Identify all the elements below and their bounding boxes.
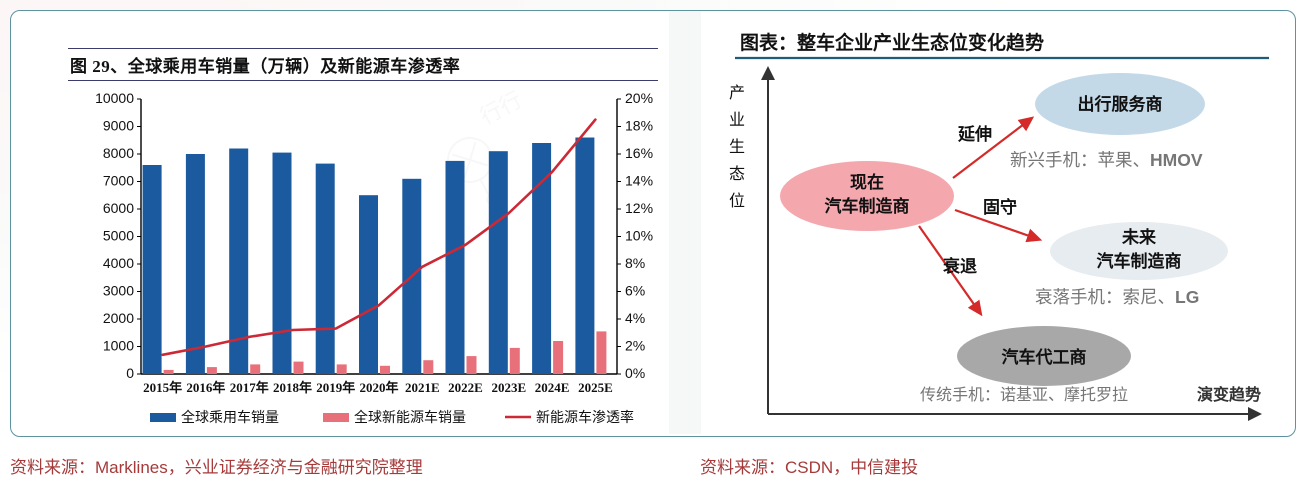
svg-text:2022E: 2022E bbox=[448, 380, 483, 395]
svg-text:20%: 20% bbox=[625, 90, 653, 106]
svg-text:18%: 18% bbox=[625, 118, 653, 134]
svg-text:出行服务商: 出行服务商 bbox=[1078, 94, 1163, 114]
svg-text:全球乘用车销量: 全球乘用车销量 bbox=[181, 409, 279, 426]
svg-text:衰退: 衰退 bbox=[942, 256, 977, 276]
svg-text:3000: 3000 bbox=[103, 283, 134, 299]
svg-text:16%: 16% bbox=[625, 145, 653, 161]
svg-text:2025E: 2025E bbox=[578, 380, 613, 395]
svg-text:汽车制造商: 汽车制造商 bbox=[1097, 251, 1182, 271]
svg-text:10%: 10% bbox=[625, 228, 653, 244]
svg-text:新能源车渗透率: 新能源车渗透率 bbox=[536, 409, 634, 426]
svg-text:2019年: 2019年 bbox=[316, 380, 355, 395]
svg-text:12%: 12% bbox=[625, 200, 653, 216]
svg-text:10000: 10000 bbox=[95, 90, 134, 106]
svg-text:9000: 9000 bbox=[103, 118, 134, 134]
svg-text:业: 业 bbox=[729, 111, 745, 129]
svg-text:5000: 5000 bbox=[103, 228, 134, 244]
svg-text:2000: 2000 bbox=[103, 310, 134, 326]
svg-text:生: 生 bbox=[729, 138, 745, 156]
svg-text:新兴手机：苹果、HMOV: 新兴手机：苹果、HMOV bbox=[1010, 150, 1203, 170]
svg-text:全球新能源车销量: 全球新能源车销量 bbox=[354, 409, 466, 426]
svg-text:位: 位 bbox=[729, 192, 745, 210]
svg-text:6%: 6% bbox=[625, 283, 645, 299]
svg-text:传统手机：诺基亚、摩托罗拉: 传统手机：诺基亚、摩托罗拉 bbox=[920, 386, 1128, 404]
svg-text:汽车代工商: 汽车代工商 bbox=[1002, 347, 1087, 367]
svg-text:产: 产 bbox=[729, 84, 745, 102]
svg-text:6000: 6000 bbox=[103, 200, 134, 216]
svg-text:未来: 未来 bbox=[1121, 227, 1157, 247]
svg-text:延伸: 延伸 bbox=[957, 124, 992, 144]
svg-text:汽车制造商: 汽车制造商 bbox=[825, 196, 910, 216]
svg-text:2021E: 2021E bbox=[405, 380, 440, 395]
svg-text:行行: 行行 bbox=[476, 87, 527, 130]
svg-text:0: 0 bbox=[126, 365, 134, 381]
svg-text:2024E: 2024E bbox=[535, 380, 570, 395]
svg-text:4000: 4000 bbox=[103, 255, 134, 271]
svg-text:2020年: 2020年 bbox=[359, 380, 398, 395]
svg-text:14%: 14% bbox=[625, 173, 653, 189]
svg-text:现在: 现在 bbox=[850, 172, 884, 192]
svg-text:2%: 2% bbox=[625, 338, 645, 354]
svg-text:8000: 8000 bbox=[103, 145, 134, 161]
svg-text:4%: 4% bbox=[625, 310, 645, 326]
svg-text:8%: 8% bbox=[625, 255, 645, 271]
svg-text:态: 态 bbox=[729, 165, 745, 183]
svg-text:1000: 1000 bbox=[103, 338, 134, 354]
svg-text:演变趋势: 演变趋势 bbox=[1197, 385, 1261, 404]
svg-text:2018年: 2018年 bbox=[273, 380, 312, 395]
svg-text:固守: 固守 bbox=[983, 197, 1017, 217]
svg-text:2023E: 2023E bbox=[491, 380, 526, 395]
svg-text:衰落手机：索尼、LG: 衰落手机：索尼、LG bbox=[1035, 287, 1199, 307]
svg-text:7000: 7000 bbox=[103, 173, 134, 189]
svg-text:0%: 0% bbox=[625, 365, 645, 381]
svg-text:2015年: 2015年 bbox=[143, 380, 182, 395]
svg-text:2017年: 2017年 bbox=[230, 380, 269, 395]
svg-text:2016年: 2016年 bbox=[186, 380, 225, 395]
